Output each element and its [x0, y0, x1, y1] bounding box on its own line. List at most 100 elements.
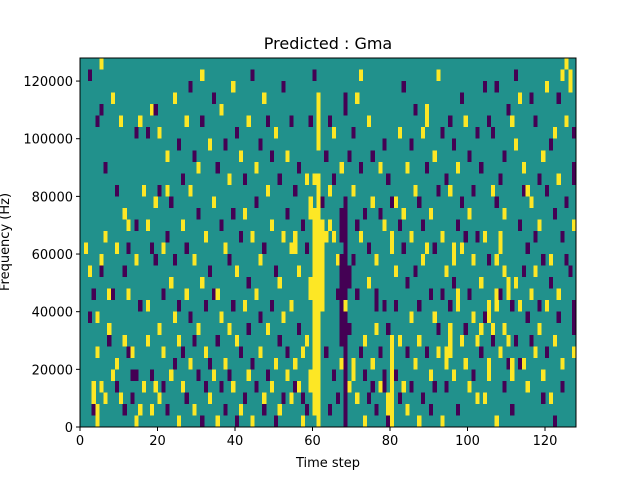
heatmap-cell-high [324, 230, 329, 243]
heatmap-cell-low [452, 277, 457, 289]
heatmap-cell-low [397, 219, 402, 231]
x-tick-label: 100 [455, 434, 480, 449]
heatmap-cell-low [548, 138, 554, 151]
heatmap-cell-low [525, 311, 530, 324]
heatmap-cell-low [444, 380, 449, 393]
heatmap-cell-low [188, 81, 193, 93]
heatmap-cell-high [188, 184, 193, 197]
heatmap-cell-high [153, 380, 158, 393]
heatmap-cell-low [223, 138, 228, 151]
heatmap-cell-high [366, 277, 371, 289]
heatmap-cell-low [459, 92, 464, 105]
heatmap-cell-high [382, 219, 387, 231]
heatmap-cell-high [339, 161, 344, 174]
heatmap-cell-high [560, 69, 565, 82]
heatmap-cell-low [568, 265, 573, 278]
heatmap-cell-high [184, 115, 189, 128]
heatmap-cell-high [529, 288, 534, 301]
heatmap-cell-high [428, 207, 433, 220]
heatmap-cell-high [126, 219, 131, 231]
heatmap-cell-high [111, 92, 116, 105]
x-tick-label: 0 [76, 434, 84, 449]
heatmap-cell-high [452, 242, 457, 266]
heatmap-cell-high [335, 254, 340, 266]
heatmap-cell-high [207, 392, 213, 404]
heatmap-cell-low [277, 173, 282, 185]
heatmap-cell-high [545, 300, 550, 312]
heatmap-cell-low [184, 242, 189, 255]
heatmap-cell-low [401, 242, 406, 255]
heatmap-cell-high [517, 300, 523, 312]
heatmap-cell-high [483, 230, 488, 243]
heatmap-cell-low [192, 334, 197, 347]
heatmap-cell-low [393, 369, 399, 381]
heatmap-cell-high [545, 81, 550, 93]
heatmap-cell-high [289, 242, 294, 255]
heatmap-cell-high [502, 207, 507, 220]
heatmap-cell-high [91, 380, 96, 404]
heatmap-cell-high [103, 230, 108, 243]
heatmap-cell-low [107, 334, 112, 347]
heatmap-cell-high [184, 288, 189, 301]
heatmap-cell-high [486, 357, 492, 381]
heatmap-cell-high [359, 230, 364, 243]
heatmap-cell-high [405, 403, 410, 416]
heatmap-cell-high [130, 346, 135, 358]
heatmap-cell-low [304, 403, 309, 416]
heatmap-cell-low [490, 334, 495, 347]
heatmap-cell-high [196, 161, 201, 174]
heatmap-cell-high [393, 265, 399, 278]
heatmap-cell-low [114, 184, 120, 197]
heatmap-cell-low [386, 173, 391, 185]
heatmap-cell-low [300, 219, 306, 231]
heatmap-cell-high [176, 334, 182, 347]
heatmap-cell-low [254, 380, 259, 393]
heatmap-cell-high [541, 369, 546, 381]
heatmap-cell-low [331, 369, 337, 381]
heatmap-cell-low [452, 138, 457, 151]
heatmap-cell-high [413, 357, 418, 370]
heatmap-cell-low [502, 380, 507, 393]
heatmap-cell-high [424, 104, 430, 128]
heatmap-cell-low [556, 92, 561, 105]
heatmap-cell-low [130, 369, 135, 381]
heatmap-cell-high [510, 357, 515, 381]
heatmap-cell-low [207, 265, 213, 278]
heatmap-cell-low [428, 403, 433, 416]
heatmap-cell-low [359, 346, 364, 358]
heatmap-cell-high [533, 346, 538, 358]
heatmap-cell-high [300, 415, 306, 427]
heatmap-cell-low [269, 300, 275, 312]
heatmap-cell-low [529, 334, 534, 347]
heatmap-cell-low [521, 184, 526, 197]
heatmap-cell-low [545, 346, 550, 358]
heatmap-cell-high [99, 254, 104, 266]
heatmap-cell-low [494, 81, 499, 93]
heatmap-cell-high [331, 127, 337, 139]
heatmap-cell-high [122, 207, 127, 220]
heatmap-cell-high [99, 58, 104, 70]
heatmap-cell-high [134, 254, 139, 266]
heatmap-cell-low [238, 230, 244, 243]
heatmap-cell-low [111, 288, 116, 301]
heatmap-cell-high [281, 311, 286, 324]
heatmap-cell-low [134, 219, 139, 231]
heatmap-cell-high [269, 380, 275, 393]
heatmap-cell-low [176, 300, 182, 312]
heatmap-cell-low [192, 150, 197, 162]
heatmap-cell-high [254, 288, 259, 301]
heatmap-cell-low [448, 115, 453, 128]
heatmap-cell-high [235, 265, 240, 278]
heatmap-cell-low [471, 184, 476, 197]
heatmap-cell-high [421, 127, 426, 139]
heatmap-cell-high [231, 380, 236, 393]
heatmap-cell-low [475, 127, 480, 139]
heatmap-cell-low [483, 81, 488, 93]
heatmap-cell-high [494, 254, 499, 266]
heatmap-cell-low [262, 242, 267, 255]
heatmap-cell-low [122, 403, 127, 416]
heatmap-cell-high [525, 184, 530, 197]
heatmap-cell-high [258, 254, 263, 266]
heatmap-cell-low [506, 357, 511, 370]
chart-title: Predicted : Gma [264, 34, 392, 53]
